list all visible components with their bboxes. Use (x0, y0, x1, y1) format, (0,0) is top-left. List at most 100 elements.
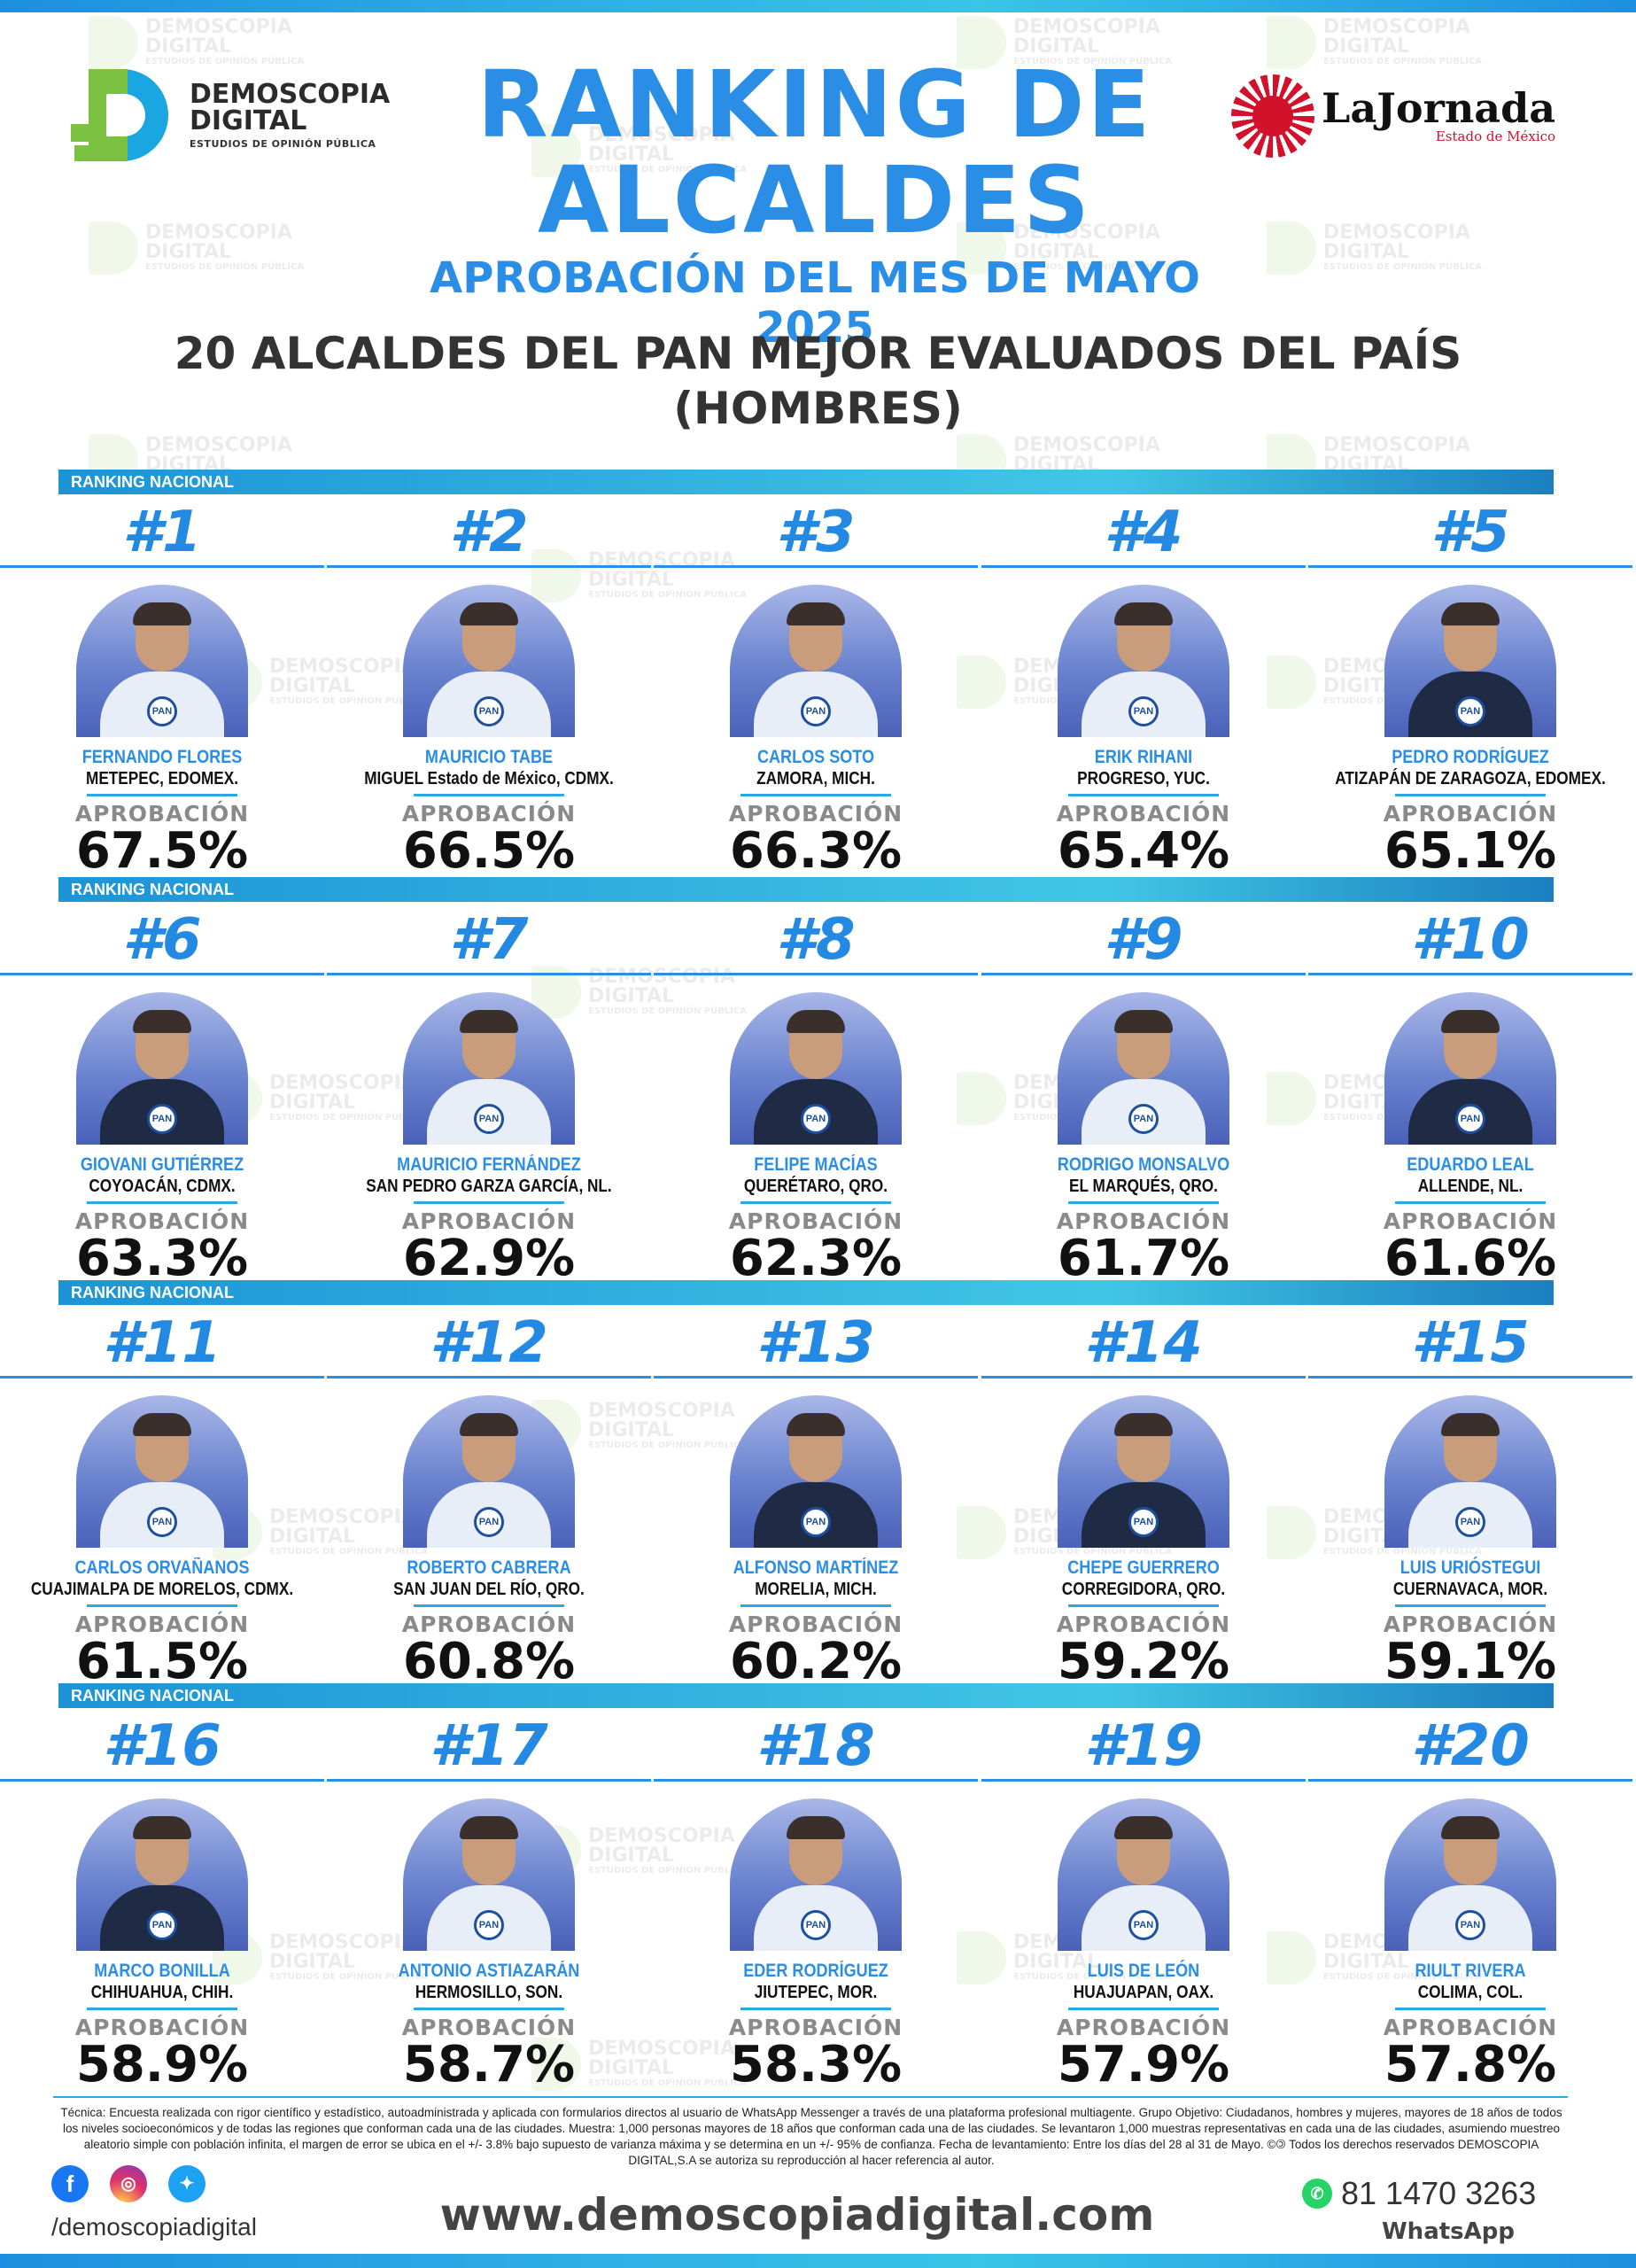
approval-label: APROBACIÓN (74, 801, 250, 827)
section-label-band: RANKING NACIONAL (58, 1280, 1554, 1305)
pan-logo-icon: PAN (801, 696, 831, 726)
mayor-municipality: CORREGIDORA, QRO. (1061, 1580, 1226, 1599)
card-separator (87, 1201, 237, 1204)
pan-logo-icon: PAN (1455, 1910, 1485, 1940)
card-separator (87, 1604, 237, 1607)
rank-number: #17 (430, 1713, 548, 1779)
card-separator (414, 794, 564, 796)
brand-name-line2: DIGITAL (190, 105, 307, 136)
approval-value: 59.2% (1057, 1633, 1230, 1690)
mayor-portrait: PAN (76, 585, 248, 737)
rank-number: #4 (1104, 500, 1183, 565)
card-separator (1068, 794, 1219, 796)
twitter-icon[interactable]: ✦ (168, 2165, 205, 2202)
demoscopia-logo: DEMOSCOPIA DIGITAL ESTUDIOS DE OPINIÓN P… (71, 69, 390, 162)
rank-underline (1308, 1779, 1632, 1782)
facebook-icon[interactable]: f (51, 2165, 89, 2202)
instagram-icon[interactable]: ◎ (110, 2165, 147, 2202)
mayor-name: MAURICIO FERNÁNDEZ (397, 1154, 581, 1175)
approval-label: APROBACIÓN (1383, 1612, 1558, 1637)
mayor-municipality: EL MARQUÉS, QRO. (1069, 1177, 1218, 1196)
mayor-card: #13 PAN ALFONSO MARTÍNEZ MORELIA, MICH. APRO… (654, 1305, 978, 1689)
approval-value: 67.5% (75, 822, 249, 880)
mayor-card: #14 PAN CHEPE GUERRERO CORREGIDORA, QRO. APR… (981, 1305, 1306, 1690)
rank-number: #2 (449, 500, 529, 565)
mayor-portrait: PAN (730, 585, 902, 737)
demoscopia-logo-mark (71, 69, 177, 162)
card-separator (1395, 1201, 1546, 1204)
card-separator (1395, 1604, 1546, 1607)
whatsapp-contact[interactable]: ✆ 81 1470 3263 (1302, 2176, 1536, 2211)
mayor-portrait: PAN (403, 1395, 575, 1548)
rank-number: #5 (1431, 500, 1510, 565)
whatsapp-label: WhatsApp (1382, 2218, 1515, 2245)
rank-number: #6 (122, 907, 202, 973)
rank-underline (327, 565, 651, 568)
pan-logo-icon: PAN (147, 1507, 177, 1537)
rank-number: #8 (776, 907, 856, 973)
approval-value: 58.7% (402, 2036, 576, 2093)
pan-logo-icon: PAN (1128, 696, 1159, 726)
rank-number: #7 (449, 907, 529, 973)
mayor-name: RODRIGO MONSALVO (1057, 1154, 1230, 1175)
website-link[interactable]: www.demoscopiadigital.com (439, 2189, 1155, 2241)
section-label: RANKING NACIONAL (71, 473, 234, 491)
approval-value: 57.9% (1057, 2036, 1230, 2093)
rank-number: #16 (103, 1713, 221, 1779)
approval-value: 65.1% (1384, 822, 1557, 880)
bottom-accent-bar (0, 2254, 1636, 2268)
mayor-card: #19 PAN LUIS DE LEÓN HUAJUAPAN, OAX. APROBAC… (981, 1708, 1306, 2093)
mayor-name: GIOVANI GUTIÉRREZ (80, 1154, 244, 1175)
rank-number: #11 (103, 1310, 221, 1376)
rank-underline (654, 973, 978, 975)
mayor-municipality: METEPEC, EDOMEX. (85, 769, 239, 788)
card-separator (414, 1604, 564, 1607)
methodology-note: Técnica: Encuesta realizada con rigor ci… (60, 2106, 1562, 2167)
pan-logo-icon: PAN (801, 1910, 831, 1940)
mayor-portrait: PAN (1384, 585, 1556, 737)
mayor-card: #5 PAN PEDRO RODRÍGUEZ ATIZAPÁN DE ZARAGOZA… (1308, 494, 1632, 879)
mayor-municipality: CUAJIMALPA DE MORELOS, CDMX. (30, 1580, 294, 1599)
brand-tagline: ESTUDIOS DE OPINIÓN PÚBLICA (190, 138, 376, 150)
mayor-name: RIULT RIVERA (1415, 1961, 1526, 1981)
mayor-portrait: PAN (730, 1395, 902, 1548)
mayor-card: #6 PAN GIOVANI GUTIÉRREZ COYOACÁN, CDMX. APR… (0, 902, 324, 1286)
approval-value: 61.7% (1057, 1230, 1230, 1287)
approval-value: 58.3% (729, 2036, 903, 2093)
pan-logo-icon: PAN (1455, 1507, 1485, 1537)
mayor-card: #20 PAN RIULT RIVERA COLIMA, COL. APROBACIÓN… (1308, 1708, 1632, 2093)
approval-value: 61.6% (1384, 1230, 1557, 1287)
approval-label: APROBACIÓN (74, 2015, 250, 2040)
rank-underline (1308, 973, 1632, 975)
mayor-card: #9 PAN RODRIGO MONSALVO EL MARQUÉS, QRO. APR… (981, 902, 1306, 1287)
mayor-portrait: PAN (730, 1798, 902, 1951)
title-line1: RANKING DE (477, 50, 1153, 159)
mayor-municipality: CHIHUAHUA, CHIH. (90, 1983, 234, 2002)
mayor-card: #4 PAN ERIK RIHANI PROGRESO, YUC. APROBACIÓN… (981, 494, 1306, 879)
rank-number: #1 (122, 500, 202, 565)
mayor-portrait: PAN (1384, 1395, 1556, 1548)
mayor-card: #15 PAN LUIS URIÓSTEGUI CUERNAVACA, MOR. APR… (1308, 1305, 1632, 1689)
card-separator (740, 1201, 891, 1204)
mayor-portrait: PAN (1384, 1798, 1556, 1951)
mayor-municipality: PROGRESO, YUC. (1077, 769, 1210, 788)
mayor-card: #1 PAN FERNANDO FLORES METEPEC, EDOMEX. APRO… (0, 494, 324, 879)
mayor-card: #7 PAN MAURICIO FERNÁNDEZ SAN PEDRO GARZA G… (327, 902, 651, 1286)
brand-name-line1: DEMOSCOPIA (190, 79, 391, 110)
approval-value: 66.3% (729, 822, 903, 880)
card-separator (1395, 794, 1546, 796)
rank-underline (327, 1376, 651, 1379)
rank-number: #9 (1104, 907, 1183, 973)
card-separator (414, 2008, 564, 2010)
subtitle: APROBACIÓN DEL MES DE MAYO 2025 (430, 253, 1200, 353)
mayor-municipality: QUERÉTARO, QRO. (743, 1177, 888, 1196)
approval-label: APROBACIÓN (1056, 1208, 1231, 1234)
card-separator (1068, 1201, 1219, 1204)
la-jornada-logo: LaJornada Estado de México (1231, 74, 1555, 158)
approval-value: 66.5% (402, 822, 576, 880)
approval-label: APROBACIÓN (1056, 1612, 1231, 1637)
pan-logo-icon: PAN (474, 696, 504, 726)
approval-value: 57.8% (1384, 2036, 1557, 2093)
